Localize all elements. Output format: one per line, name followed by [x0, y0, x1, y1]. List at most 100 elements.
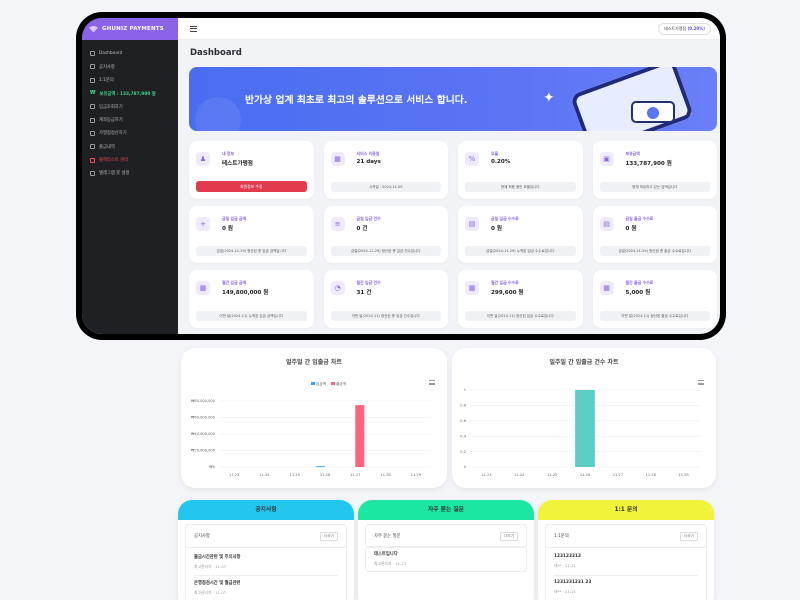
faq-subtitle: 자주 묻는 질문 — [374, 534, 401, 539]
sidebar-item-deposit-lookup[interactable]: 입금조회하기 — [82, 100, 178, 113]
faq-panel: 자주 묻는 질문 자주 묻는 질문 더보기 테스트입니다 최고관리자 · 11-… — [358, 500, 534, 600]
list-item[interactable]: 1231231231 23 테** · 11-21 — [554, 576, 698, 600]
stat-card-note: 시작일 : 2024-11-09 — [330, 181, 441, 192]
brand-name: GHUNIZ PAYMENTS — [102, 26, 164, 32]
stat-card-note: 금일(2024-11-29) 누적된 입금 수수료입니다 — [465, 246, 576, 256]
notice-list: 출금시간관련 및 주의사항 최고관리자 · 11-07 은행점검시간 및 월급관… — [185, 546, 347, 600]
pie-icon: ◔ — [330, 281, 345, 295]
document-icon: ≡ — [330, 216, 345, 231]
y-tick-label: 0.4 — [460, 434, 466, 438]
qna-list: 123123213 테** · 11-21 1231231231 23 테** … — [545, 546, 707, 600]
stat-card-note: 금일(2024-11-29) 정산된 총 출금 수수료입니다 — [599, 246, 710, 256]
list-item[interactable]: 테스트입니다 최고관리자 · 11-13 — [365, 546, 527, 572]
list-item[interactable]: 은행점검시간 및 월급관련 최고관리자 · 11-07 — [194, 576, 338, 600]
chart-bar — [575, 390, 595, 467]
stat-card-title: 월간 입금 금액 — [222, 280, 247, 285]
sidebar-item-account[interactable]: 계좌등급하기 — [82, 113, 178, 126]
qna-item-title: 123123213 — [554, 554, 581, 559]
sidebar-item-telegram[interactable]: 텔레그램 봇 설정 — [82, 167, 178, 180]
y-tick-label: ₩20,000,000 — [191, 449, 216, 453]
bank-icon — [90, 117, 95, 123]
sidebar-item-qna[interactable]: 1:1문의 — [82, 74, 178, 87]
count-chart-panel: 일주일 간 입출금 건수 차트 0 0.2 0.4 0.6 0.8 1 11.23 11.24… — [452, 348, 716, 488]
x-tick-label: 11.25 — [290, 473, 300, 477]
x-tick-label: 11.25 — [547, 473, 557, 477]
user-rate: (0.20%) — [687, 25, 705, 31]
sidebar-item-dashboard[interactable]: Dashboard — [82, 47, 178, 60]
y-tick-label: 0.8 — [460, 404, 466, 408]
banner-page-indicator: 1/1 — [679, 112, 688, 117]
x-tick-label: 11.29 — [411, 473, 422, 477]
store-icon — [90, 130, 95, 136]
chart-menu-icon[interactable] — [429, 380, 435, 385]
stat-card-value: 31 건 — [356, 290, 372, 296]
page-title: Dashboard — [190, 48, 242, 58]
x-tick-label: 11.24 — [514, 473, 525, 477]
y-tick-label: ₩0 — [209, 465, 216, 469]
menu-toggle-icon[interactable] — [190, 25, 197, 32]
sidebar-item-withdrawals[interactable]: 출금내역 — [82, 140, 178, 153]
stat-card-value: 0.20% — [491, 159, 511, 165]
notice-more-button[interactable]: 더보기 — [320, 531, 338, 541]
stat-card: ◔ 월간 입금 건수 31 건 이번 달(2024-11) 정산된 총 입금 건수입니… — [323, 270, 448, 328]
y-tick-label: ₩80,000,000 — [191, 399, 216, 403]
edit-profile-button[interactable]: 회원정보 수정 — [196, 180, 307, 192]
faq-more-button[interactable]: 더보기 — [500, 531, 518, 541]
plus-square-icon: + — [196, 216, 210, 231]
sidebar-item-label: 1:1문의 — [99, 78, 114, 84]
banner-next-button[interactable]: › — [690, 112, 692, 117]
qna-item-title: 1231231231 23 — [554, 580, 592, 585]
notice-item-title: 은행점검시간 및 월급관련 — [194, 581, 241, 586]
sidebar-item-blacklist[interactable]: 블랙리스트 관리 — [82, 153, 178, 166]
promo-banner: 반가상 업계 최초로 최고의 솔루션으로 서비스 합니다. ✦ ‹ 1/1 › — [189, 67, 717, 131]
user-name: 테스트가맹점 — [664, 25, 687, 31]
chart-menu-icon[interactable] — [698, 380, 704, 385]
qna-subtitle: 1:1문의 — [554, 534, 569, 539]
y-tick-label: 0 — [464, 465, 467, 469]
stat-card-note: 이번 달(2024-11) 정산된 총 입금 건수입니다 — [330, 310, 441, 321]
amount-chart: ₩0 ₩20,000,000 ₩40,000,000 ₩60,000,000 ₩80,0… — [191, 381, 431, 477]
amount-chart-panel: 일주일 간 입출금 차트 ₩0 ₩20,000,000 ₩40,000,000 ₩60… — [181, 348, 447, 488]
x-tick-label: 11.26 — [580, 473, 591, 477]
dashboard-screen: GHUNIZ PAYMENTS Dashboard 공지사항 1:1문의 ₩ 보유… — [82, 18, 720, 334]
qna-header: 1:1 문의 — [538, 500, 714, 520]
legend-swatch — [311, 382, 315, 385]
stat-card-note: 현재 적용 중인 요율입니다 — [465, 181, 576, 192]
x-tick-label: 11.27 — [350, 473, 360, 477]
notice-header: 공지사항 — [178, 500, 354, 520]
qna-item-meta: 테** · 11-21 — [554, 563, 576, 568]
stat-card-title: 월간 입금 수수료 — [491, 280, 519, 285]
block-icon — [90, 157, 95, 163]
stat-card: ▦ 월간 출금 수수료 5,000 원 이번 달(2024-11) 정산된 출금 수수… — [592, 270, 717, 328]
sidebar-item-label: 입금조회하기 — [99, 104, 123, 110]
stat-card-title: 보유금액 — [625, 151, 640, 156]
topbar: 테스트가맹점 (0.20%) — [178, 18, 720, 40]
stat-card: ▦ 월간 입금 수수료 299,600 원 이번 달(2024-11) 정산된 입금 … — [458, 270, 583, 328]
legend-label: 입금액 — [316, 381, 326, 386]
stat-card-value: 5,000 원 — [625, 290, 651, 296]
sidebar-item-settlement[interactable]: 가맹점정산하기 — [82, 127, 178, 140]
stat-card-value: 0 건 — [356, 225, 368, 232]
calendar-icon: ▦ — [599, 281, 614, 295]
stat-card: % 요율 0.20% 현재 적용 중인 요율입니다 — [458, 141, 583, 199]
stat-card-note: 금일(2024-11-29) 정산된 총 입금 금액입니다 — [196, 246, 307, 256]
notice-subtitle: 공지사항 — [194, 534, 210, 539]
qna-more-button[interactable]: 더보기 — [680, 531, 698, 541]
list-item[interactable]: 출금시간관련 및 주의사항 최고관리자 · 11-07 — [194, 550, 338, 576]
user-icon: ♟ — [196, 152, 210, 166]
user-menu[interactable]: 테스트가맹점 (0.20%) — [658, 22, 711, 35]
stat-card-title: 내 정보 — [222, 151, 235, 156]
count-chart: 0 0.2 0.4 0.6 0.8 1 11.23 11.24 11.25 11.26 11.27 1… — [460, 388, 700, 477]
list-item[interactable]: 123123213 테** · 11-21 — [554, 550, 698, 576]
sidebar-item-notice[interactable]: 공지사항 — [82, 60, 178, 73]
calendar-icon: ▦ — [330, 152, 345, 166]
stat-card-title: 금일 입금 건수 — [356, 215, 381, 221]
banner-prev-button[interactable]: ‹ — [675, 112, 677, 117]
x-tick-label: 11.23 — [229, 473, 239, 477]
sidebar-item-balance[interactable]: ₩ 보유금액 : 133,787,900 원 — [82, 87, 178, 100]
stat-card-note: 금일(2024-11-29) 정산된 총 입금 건수입니다 — [330, 246, 441, 256]
brand[interactable]: GHUNIZ PAYMENTS — [82, 18, 178, 40]
home-icon — [90, 51, 95, 57]
stat-cards: ♟ 내 정보 테스트가맹점 회원정보 수정 ▦ 서비스 이용일 21 days 시작일 : 2… — [189, 141, 717, 328]
